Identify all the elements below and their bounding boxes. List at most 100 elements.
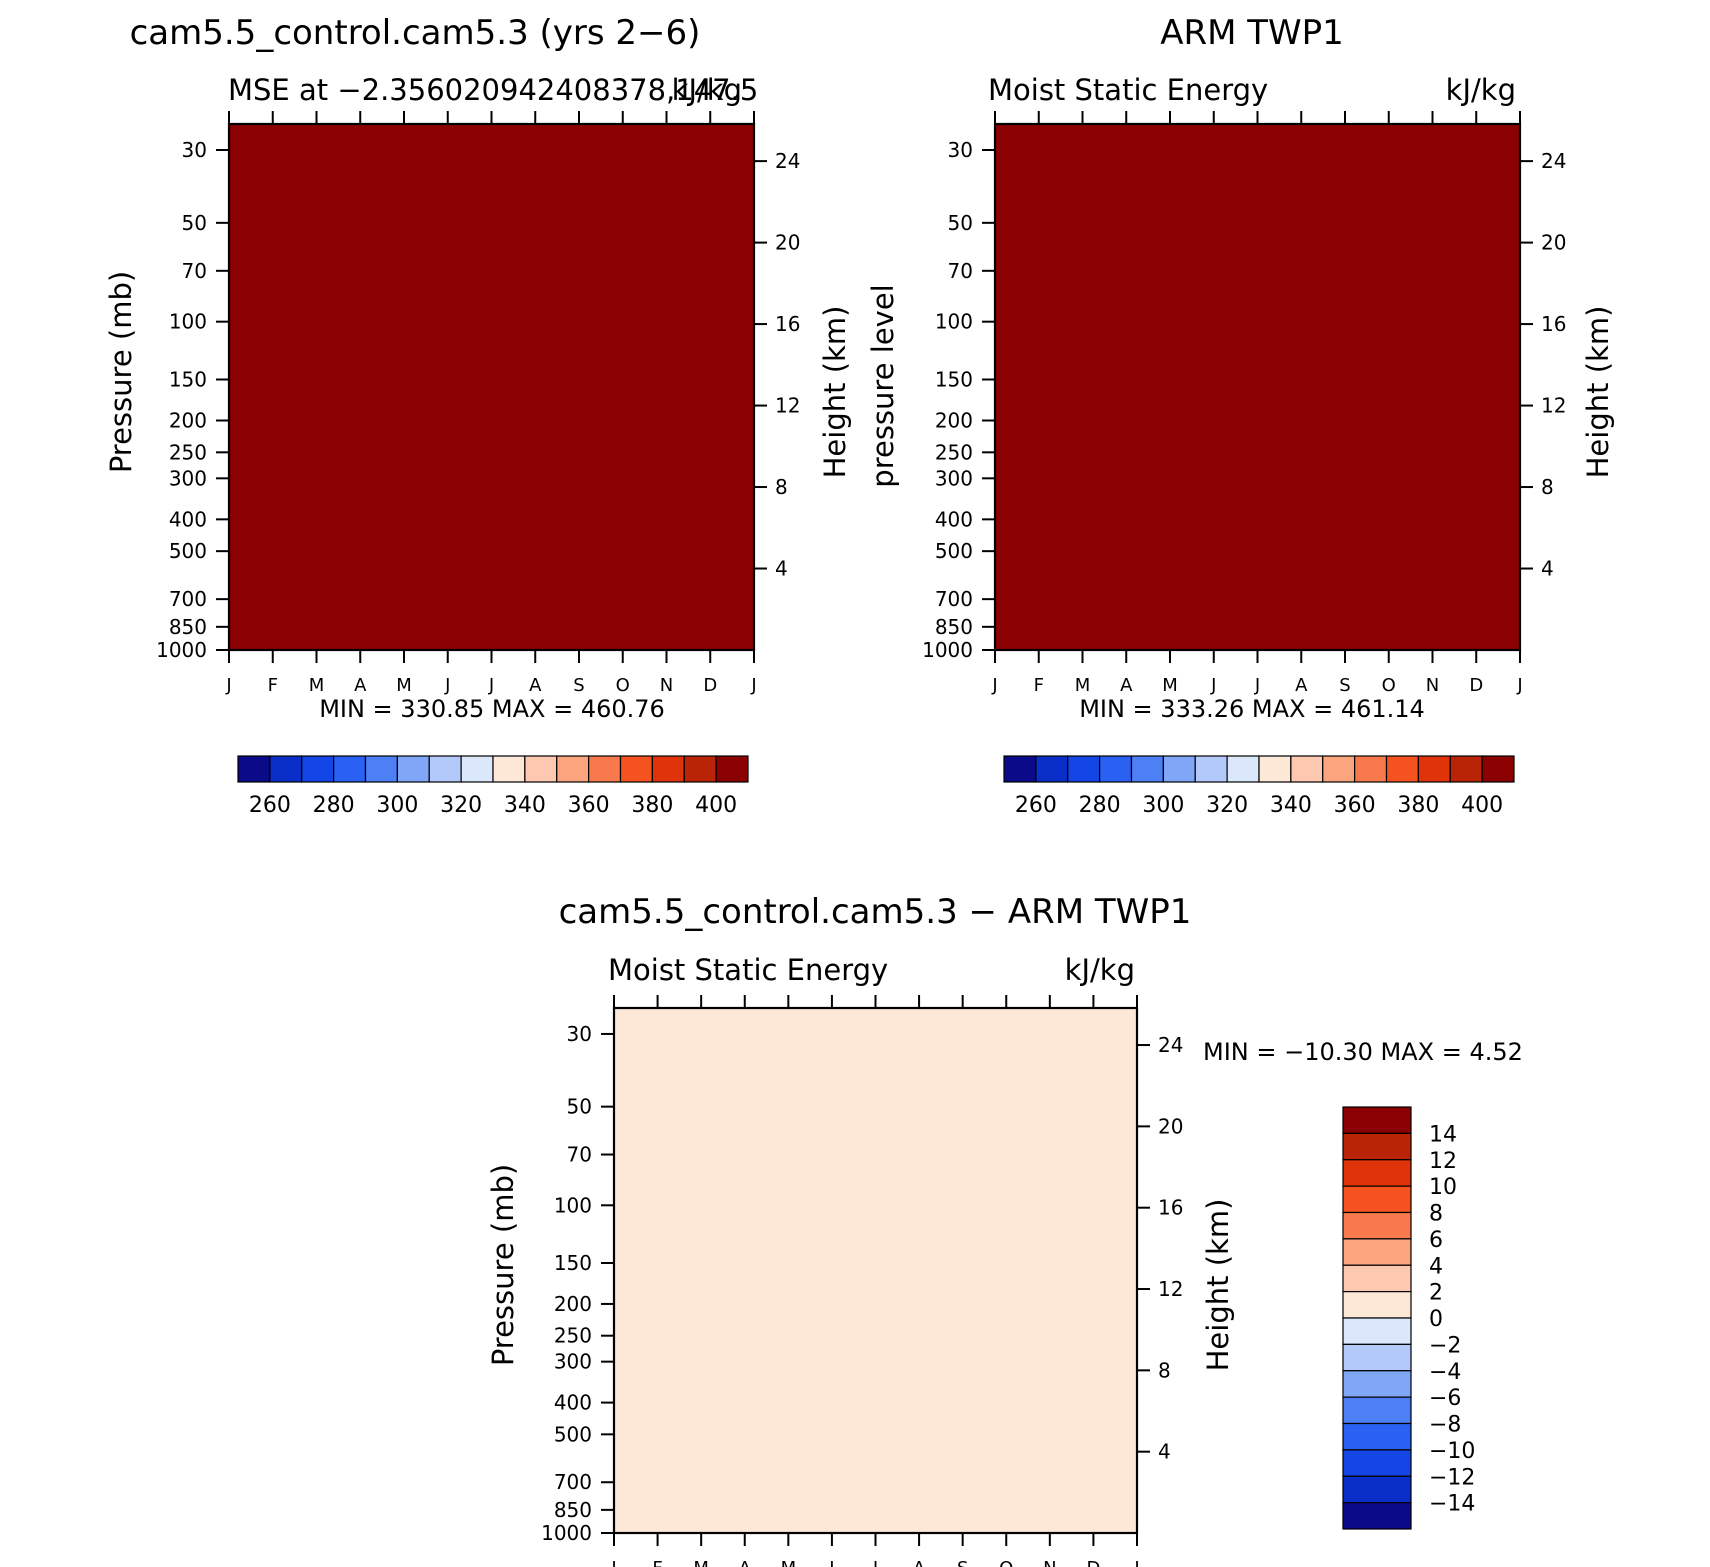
- y-right-tick-label: 24: [1158, 1033, 1183, 1057]
- x-tick-label: N: [1426, 675, 1439, 696]
- colorbar-box: [1035, 755, 1069, 783]
- x-tick-label: J: [750, 675, 756, 696]
- y-tick-label: 700: [169, 587, 207, 611]
- model-min-max: MIN = 330.85 MAX = 460.76: [319, 695, 665, 723]
- contour-layer: [229, 124, 754, 650]
- x-tick-label: F: [1034, 675, 1044, 696]
- y-tick-label: 50: [567, 1095, 592, 1119]
- x-tick-label: F: [652, 1558, 662, 1567]
- y-tick-label: 300: [169, 466, 207, 490]
- x-tick-label: O: [999, 1558, 1013, 1567]
- colorbar-box: [1342, 1132, 1412, 1161]
- y-tick-label: 50: [182, 211, 207, 235]
- x-tick-label: J: [872, 1558, 878, 1567]
- model-y-right-label: Height (km): [818, 306, 852, 479]
- x-tick-label: D: [703, 675, 717, 696]
- diff-title: cam5.5_control.cam5.3 − ARM TWP1: [559, 892, 1192, 932]
- colorbar-box: [1449, 755, 1483, 783]
- colorbar-box: [1099, 755, 1133, 783]
- y-right-tick-label: 4: [1158, 1440, 1171, 1464]
- y-tick-label: 300: [554, 1350, 592, 1374]
- y-right-tick-label: 4: [775, 557, 788, 581]
- colorbar-box: [1342, 1238, 1412, 1266]
- colorbar-label: −10: [1429, 1439, 1475, 1464]
- y-tick-label: 150: [169, 367, 207, 391]
- y-tick-label: 150: [554, 1251, 592, 1275]
- colorbar-label: 340: [1270, 793, 1312, 818]
- y-tick-label: 200: [169, 409, 207, 433]
- y-tick-label: 700: [935, 587, 973, 611]
- colorbar-label: 280: [313, 793, 355, 818]
- colorbar-label: 260: [1015, 793, 1057, 818]
- x-tick-label: O: [616, 675, 630, 696]
- y-tick-label: 30: [182, 138, 207, 162]
- colorbar-box: [715, 755, 749, 783]
- model-y-left-label: Pressure (mb): [104, 271, 138, 473]
- contour-layer: [995, 124, 1520, 650]
- x-tick-label: S: [957, 1558, 968, 1567]
- x-tick-label: J: [488, 675, 494, 696]
- colorbar-box: [1342, 1106, 1412, 1134]
- x-tick-label: J: [610, 1558, 616, 1567]
- x-tick-label: N: [1043, 1558, 1056, 1567]
- x-tick-label: D: [1469, 675, 1483, 696]
- x-tick-label: J: [991, 675, 997, 696]
- colorbar-box: [1258, 755, 1292, 783]
- y-right-tick-label: 24: [1541, 149, 1566, 173]
- colorbar-label: 2: [1429, 1281, 1443, 1306]
- y-right-tick-label: 12: [1541, 394, 1566, 418]
- colorbar-label: 6: [1429, 1228, 1443, 1253]
- diff-y-right-label: Height (km): [1201, 1199, 1235, 1372]
- x-tick-label: J: [1254, 675, 1260, 696]
- x-tick-label: N: [660, 675, 673, 696]
- y-tick-label: 30: [567, 1022, 592, 1046]
- x-tick-label: A: [913, 1558, 926, 1567]
- colorbar-box: [1130, 755, 1164, 783]
- x-tick-label: A: [1295, 675, 1308, 696]
- y-tick-label: 1000: [541, 1521, 592, 1545]
- colorbar-box: [460, 755, 494, 783]
- colorbar-box: [364, 755, 398, 783]
- y-tick-label: 500: [169, 539, 207, 563]
- colorbar-box: [237, 755, 271, 783]
- colorbar-label: 380: [1397, 793, 1439, 818]
- colorbar-label: 260: [249, 793, 291, 818]
- colorbar-box: [1290, 755, 1324, 783]
- y-tick-label: 850: [169, 615, 207, 639]
- colorbar-label: 300: [1142, 793, 1184, 818]
- y-tick-label: 250: [554, 1324, 592, 1348]
- contour-layer: [614, 1008, 1137, 1533]
- x-tick-label: M: [781, 1558, 797, 1567]
- y-tick-label: 50: [948, 211, 973, 235]
- colorbar-label: −12: [1429, 1465, 1475, 1490]
- x-tick-label: J: [225, 675, 231, 696]
- colorbar-box: [651, 755, 685, 783]
- colorbar-box: [269, 755, 303, 783]
- obs-title: ARM TWP1: [1160, 13, 1344, 53]
- colorbar-box: [1067, 755, 1101, 783]
- y-right-tick-label: 24: [775, 149, 800, 173]
- y-tick-label: 850: [935, 615, 973, 639]
- colorbar-label: 320: [440, 793, 482, 818]
- x-tick-label: J: [828, 1558, 834, 1567]
- colorbar-label: 0: [1429, 1307, 1443, 1332]
- colorbar-label: 360: [568, 793, 610, 818]
- model-colorbar: 260 280 300 320 340 360 380 400: [237, 755, 749, 818]
- x-tick-label: O: [1382, 675, 1396, 696]
- colorbar-box: [1342, 1370, 1412, 1398]
- colorbar-box: [1003, 755, 1037, 783]
- y-tick-label: 150: [935, 367, 973, 391]
- colorbar-box: [1342, 1211, 1412, 1240]
- x-tick-label: A: [739, 1558, 752, 1567]
- colorbar-box: [492, 755, 526, 783]
- x-tick-label: J: [1133, 1558, 1139, 1567]
- y-right-tick-label: 12: [775, 394, 800, 418]
- x-tick-label: F: [268, 675, 278, 696]
- y-right-tick-label: 8: [1158, 1358, 1171, 1382]
- colorbar-box: [1194, 755, 1228, 783]
- y-tick-label: 70: [948, 259, 973, 283]
- y-right-tick-label: 16: [1541, 312, 1566, 336]
- colorbar-label: −4: [1429, 1360, 1461, 1385]
- contour-band-7: [229, 124, 754, 650]
